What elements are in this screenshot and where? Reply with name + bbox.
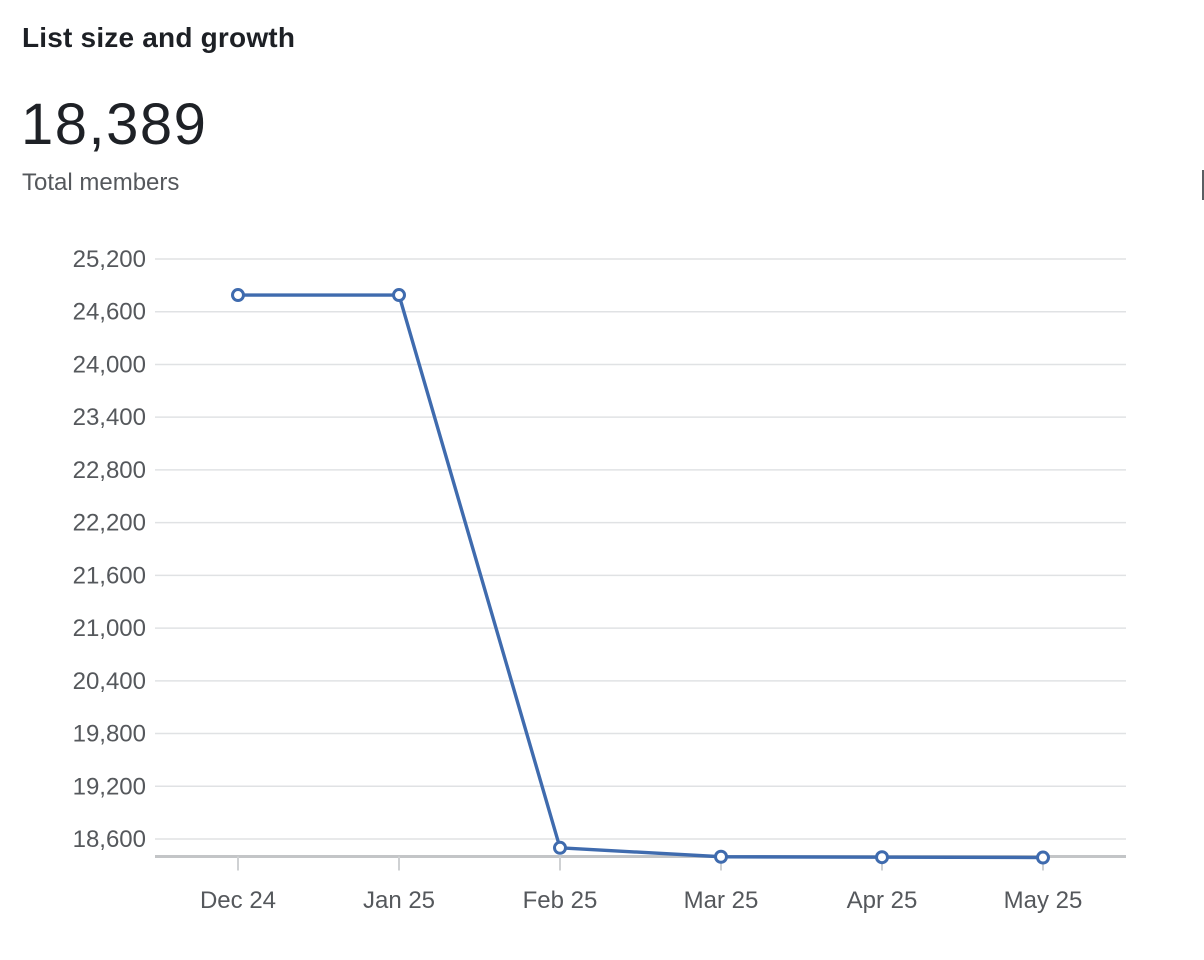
y-tick-label: 20,400: [73, 668, 146, 695]
y-tick-label: 18,600: [73, 826, 146, 853]
x-tick-label: May 25: [1004, 887, 1083, 914]
y-tick-label: 24,600: [73, 299, 146, 326]
y-tick-label: 25,200: [73, 246, 146, 273]
y-tick-label: 21,000: [73, 615, 146, 642]
series-line: [236, 293, 1045, 860]
y-tick-label: 24,000: [73, 351, 146, 378]
y-tick-label: 23,400: [73, 404, 146, 431]
card-title: List size and growth: [22, 22, 296, 53]
x-tick-label: Jan 25: [363, 887, 435, 914]
y-tick-label: 19,200: [73, 773, 146, 800]
x-tick-label: Apr 25: [847, 887, 918, 914]
data-point-marker: [714, 849, 728, 864]
clipped-right-edge-fragment: [1202, 170, 1204, 200]
y-tick-label: 21,600: [73, 562, 146, 589]
data-point-marker: [231, 288, 245, 303]
x-tick-label: Dec 24: [200, 887, 276, 914]
data-point-marker: [875, 850, 889, 865]
data-point-marker: [553, 840, 567, 855]
total-members-label: Total members: [22, 169, 180, 196]
data-point-marker: [392, 288, 406, 303]
total-members-value: 18,389: [21, 92, 208, 157]
x-tick-label: Feb 25: [523, 887, 598, 914]
x-tick-label: Mar 25: [684, 887, 759, 914]
y-tick-label: 22,200: [73, 510, 146, 537]
y-tick-label: 22,800: [73, 457, 146, 484]
data-point-marker: [1036, 850, 1050, 865]
y-tick-label: 19,800: [73, 721, 146, 748]
